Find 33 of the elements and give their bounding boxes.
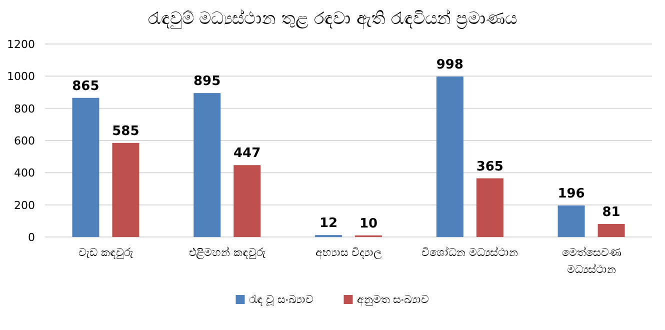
data-label: 12 [319,216,338,232]
data-label: 10 [359,216,378,232]
data-label: 196 [558,186,585,202]
y-tick-label: 600 [14,134,35,148]
data-label: 81 [602,204,620,220]
x-tick-label: අභ්‍යාස විද්‍යාල [315,246,383,260]
y-tick-label: 400 [14,166,35,180]
y-tick-label: 1200 [7,38,35,51]
y-tick-label: 800 [14,102,35,116]
bar [598,224,625,237]
data-label: 895 [194,74,221,90]
bar [72,98,100,237]
chart-title: රැඳවුම් මධ්‍යස්ථාන තුළ රඳවා ඇති රැඳවියන් ප්‍රමාණය [148,9,518,30]
x-tick-label: මෙත්සෙවණ මධ්‍යස්ථාන [562,245,621,276]
data-label: 365 [476,159,504,174]
bar [194,93,221,237]
bar [436,76,464,237]
data-label: 865 [72,78,100,94]
x-tick-label: වැඩ කඳවුරු [78,246,134,259]
data-label: 998 [436,57,464,72]
y-tick-label: 0 [28,231,35,244]
bar [234,165,261,237]
data-label: 585 [112,124,140,139]
y-tick-label: 200 [14,198,35,212]
data-label: 447 [234,146,261,162]
x-tick-label: එළිමහන් කඳවුරු [188,245,266,260]
legend-label: අනුමත සංඛ්‍යාව [356,293,430,307]
x-tick-label: විශෝධන මධ්‍යස්ථාන [422,245,518,259]
legend-label: රැඳ වූ සංඛ්‍යාව [248,293,314,306]
y-tick-label: 1000 [7,70,35,84]
bar [476,178,504,237]
bar [558,205,585,237]
bar [112,142,140,237]
